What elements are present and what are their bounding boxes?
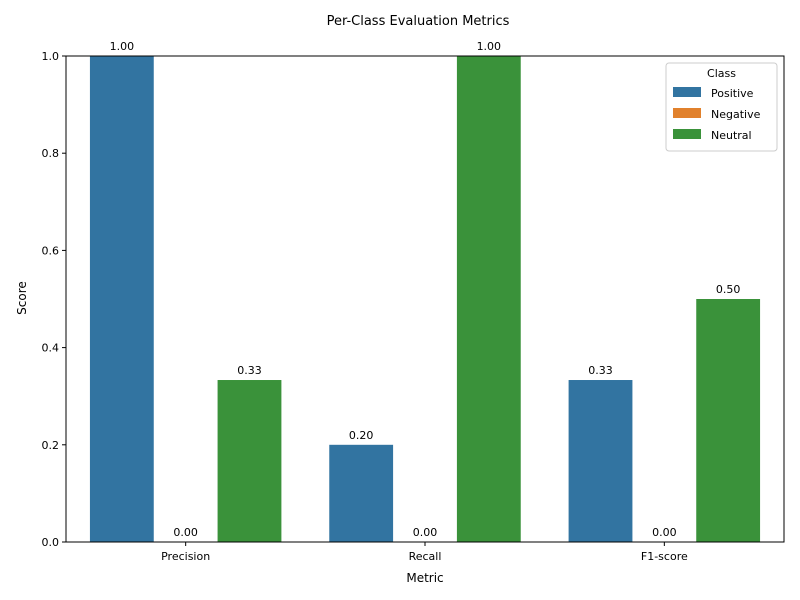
bar-value-label: 0.33	[588, 364, 613, 377]
bar-neutral-precision	[217, 380, 282, 542]
axes-layer: 0.0 0.2 0.4 0.6 0.8 1.0 Precision Recall F1-scor…	[42, 50, 785, 563]
legend-label-positive: Positive	[711, 87, 754, 100]
y-tick-label: 0.8	[42, 147, 60, 160]
bar-value-label: 1.00	[477, 40, 502, 53]
bar-value-label: 0.00	[173, 526, 198, 539]
x-tick-label: Precision	[161, 550, 210, 563]
bar-value-label: 0.20	[349, 429, 374, 442]
y-tick-label: 0.4	[42, 342, 60, 355]
bar-value-label: 0.33	[237, 364, 262, 377]
bars-layer	[89, 56, 761, 542]
y-tick-label: 1.0	[42, 50, 60, 63]
bar-labels-layer: 1.00 0.20 0.33 0.00 0.00 0.00 0.33 1.00 0.50	[110, 40, 741, 539]
legend-swatch-negative	[673, 108, 701, 118]
bar-neutral-f1-score	[696, 299, 761, 542]
legend-title: Class	[707, 67, 736, 80]
y-tick-label: 0.6	[42, 244, 60, 257]
bar-positive-recall	[329, 444, 394, 542]
bar-neutral-recall	[456, 56, 521, 542]
bar-value-label: 0.50	[716, 283, 741, 296]
bar-positive-f1-score	[568, 380, 633, 542]
y-tick-label: 0.2	[42, 439, 60, 452]
y-tick-label: 0.0	[42, 536, 60, 549]
legend-label-neutral: Neutral	[711, 129, 752, 142]
bar-value-label: 0.00	[652, 526, 677, 539]
chart-title: Per-Class Evaluation Metrics	[327, 14, 510, 29]
x-tick-label: F1-score	[641, 550, 688, 563]
legend-swatch-positive	[673, 87, 701, 97]
bar-value-label: 1.00	[110, 40, 135, 53]
y-axis-label: Score	[15, 281, 29, 315]
x-tick-label: Recall	[409, 550, 442, 563]
legend-swatch-neutral	[673, 129, 701, 139]
legend-label-negative: Negative	[711, 108, 761, 121]
bar-value-label: 0.00	[413, 526, 438, 539]
x-axis-label: Metric	[406, 571, 443, 585]
bar-positive-precision	[89, 56, 154, 542]
legend: Class Positive Negative Neutral	[665, 62, 778, 152]
